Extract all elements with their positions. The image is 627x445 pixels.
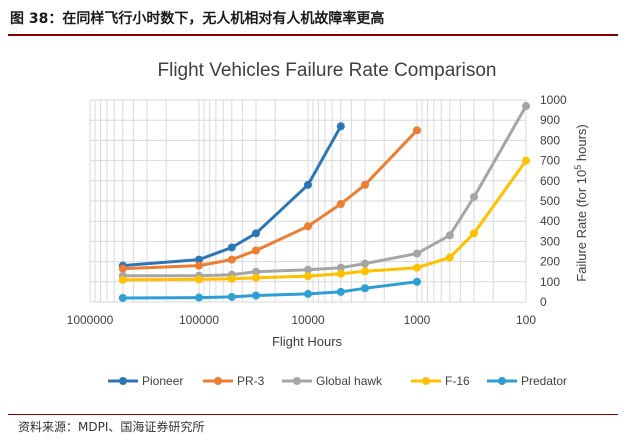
data-point-f-16 [413, 263, 421, 272]
data-point-global-hawk [413, 249, 421, 258]
data-point-pioneer [227, 243, 236, 252]
data-point-predator [251, 291, 260, 300]
data-point-pioneer [336, 122, 345, 131]
chart-title: Flight Vehicles Failure Rate Comparison [158, 60, 497, 81]
data-point-pioneer [251, 229, 260, 238]
data-point-f-16 [336, 269, 345, 278]
data-point-predator [195, 293, 203, 302]
data-point-global-hawk [304, 265, 312, 274]
legend-label-global-hawk: Global hawk [316, 374, 383, 388]
y-tick-label: 500 [540, 194, 560, 208]
footer-divider [8, 414, 618, 415]
x-tick-label: 100 [516, 313, 536, 327]
y-tick-label: 0 [540, 295, 547, 309]
data-point-pioneer [195, 255, 203, 264]
x-tick-labels: 1000000 100000 10000 1000 100 [67, 313, 537, 327]
series-lines [118, 102, 530, 302]
legend-marker-predator [498, 377, 506, 385]
data-point-f-16 [445, 253, 454, 262]
data-point-predator [336, 287, 345, 296]
data-point-f-16 [469, 229, 478, 238]
y-tick-labels: 0 100 200 300 400 500 600 700 800 900 1000 [540, 93, 567, 309]
data-point-pr-3 [336, 200, 345, 209]
data-point-f-16 [251, 273, 260, 282]
data-point-pr-3 [304, 222, 312, 231]
x-axis-label: Flight Hours [272, 334, 343, 349]
data-point-predator [360, 284, 369, 293]
y-axis-label-suffix: hours) [574, 124, 589, 164]
legend-marker-pioneer [119, 377, 127, 385]
data-point-global-hawk [336, 263, 345, 272]
legend-marker-pr-3 [214, 377, 222, 385]
header-divider [8, 34, 618, 36]
y-tick-label: 100 [540, 275, 560, 289]
data-point-f-16 [227, 274, 236, 283]
data-point-predator [304, 289, 312, 298]
data-point-predator [227, 292, 236, 301]
y-tick-label: 200 [540, 255, 560, 269]
data-point-global-hawk [469, 192, 478, 201]
data-point-f-16 [118, 275, 127, 284]
data-point-f-16 [522, 156, 530, 165]
y-tick-label: 800 [540, 133, 560, 147]
y-axis-label-prefix: Failure Rate (for 10 [574, 170, 589, 282]
data-point-pioneer [304, 180, 312, 189]
y-tick-label: 400 [540, 214, 560, 228]
legend-label-pr-3: PR-3 [237, 374, 265, 388]
y-tick-label: 700 [540, 154, 560, 168]
data-point-pr-3 [360, 180, 369, 189]
y-tick-label: 900 [540, 113, 560, 127]
series-line-predator [121, 280, 419, 300]
data-point-pr-3 [251, 246, 260, 255]
legend-label-predator: Predator [521, 374, 567, 388]
figure-header: 图 38：在同样飞行小时数下，无人机相对有人机故障率更高 [8, 0, 618, 36]
x-tick-label: 1000000 [67, 313, 114, 327]
series-line-pr-3 [121, 128, 419, 271]
data-point-pr-3 [413, 126, 421, 135]
legend-marker-global-hawk [293, 377, 301, 385]
data-point-pr-3 [195, 261, 203, 270]
data-point-predator [413, 277, 421, 286]
data-point-f-16 [195, 275, 203, 284]
data-point-global-hawk [445, 231, 454, 240]
data-point-global-hawk [251, 267, 260, 276]
x-tick-label: 1000 [404, 313, 431, 327]
y-tick-label: 600 [540, 174, 560, 188]
y-tick-label: 1000 [540, 93, 567, 107]
data-point-predator [118, 293, 127, 302]
data-point-global-hawk [522, 102, 530, 111]
y-tick-label: 300 [540, 234, 560, 248]
data-point-f-16 [304, 272, 312, 281]
legend: Pioneer PR-3 Global hawk F-16 Predator [108, 374, 567, 388]
legend-label-f-16: F-16 [445, 374, 470, 388]
x-tick-label: 10000 [291, 313, 325, 327]
source-note: 资料来源：MDPI、国海证券研究所 [18, 420, 205, 434]
data-point-f-16 [360, 267, 369, 276]
y-axis-label: Failure Rate (for 105 hours) [573, 124, 589, 281]
data-point-pr-3 [227, 255, 236, 264]
data-point-global-hawk [360, 259, 369, 268]
grid-lines [89, 99, 527, 303]
data-point-pr-3 [118, 264, 127, 273]
x-tick-label: 100000 [179, 313, 219, 327]
failure-rate-chart: Flight Vehicles Failure Rate Comparison … [67, 60, 589, 388]
y-axis-label-superscript: 5 [573, 165, 583, 170]
legend-label-pioneer: Pioneer [142, 374, 183, 388]
series-line-pioneer [121, 124, 343, 268]
legend-marker-f-16 [422, 377, 430, 385]
figure-caption: 图 38：在同样飞行小时数下，无人机相对有人机故障率更高 [10, 11, 385, 27]
